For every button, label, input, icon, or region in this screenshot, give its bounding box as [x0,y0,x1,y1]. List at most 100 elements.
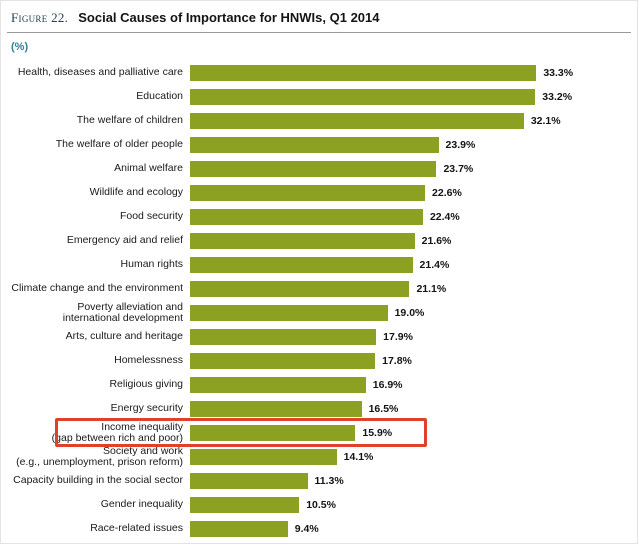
value-label: 32.1% [530,115,561,127]
bar [190,497,300,513]
chart-row: Homelessness 17.8% [11,349,637,373]
category-label: Human rights [120,258,183,271]
bar-area: 9.4% [190,521,637,537]
chart-row: Society and work (e.g., unemployment, pr… [11,445,637,469]
value-label: 21.4% [419,259,450,271]
category-label: Emergency aid and relief [66,234,183,247]
bar [190,209,423,225]
value-label: 23.7% [443,163,474,175]
value-label: 22.6% [432,187,462,199]
value-label: 14.1% [343,451,374,463]
bar-area: 23.7% [190,161,637,177]
bar-area: 21.4% [190,257,637,273]
category-label: Wildlife and ecology [89,186,183,199]
value-label: 17.9% [383,331,413,343]
category-label: Society and work (e.g., unemployment, pr… [16,444,183,468]
bar-area: 15.9% [190,425,637,441]
value-label: 16.9% [372,379,403,391]
chart-row: Capacity building in the social sector 1… [11,469,637,493]
chart-row: Climate change and the environment 21.1% [11,277,637,301]
category-label: The welfare of children [76,114,183,127]
bar-area: 23.9% [190,137,637,153]
bar-area: 33.2% [190,89,637,105]
chart-row: Religious giving 16.9% [11,373,637,397]
bar-area: 17.8% [190,353,637,369]
category-label: Homelessness [114,354,183,367]
bar [190,257,413,273]
value-label: 10.5% [306,499,336,511]
bar-area: 21.1% [190,281,637,297]
chart-row: Emergency aid and relief 21.6% [11,229,637,253]
bar-area: 14.1% [190,449,637,465]
chart-row: Arts, culture and heritage 17.9% [11,325,637,349]
chart-row: Health, diseases and palliative care 33.… [11,61,637,85]
header-divider [7,32,631,33]
bar-area: 17.9% [190,329,637,345]
chart-row: The welfare of children 32.1% [11,109,637,133]
bar [190,65,537,81]
bar-area: 16.5% [190,401,637,417]
bar [190,161,437,177]
chart-row: Race-related issues 9.4% [11,517,637,541]
chart-row: Income inequality (gap between rich and … [11,418,637,447]
category-label: Arts, culture and heritage [65,330,183,343]
value-label: 9.4% [294,523,319,535]
category-label: The welfare of older people [55,138,183,151]
value-label: 16.5% [368,403,399,415]
bar [190,449,337,465]
category-label: Climate change and the environment [11,282,183,295]
chart-row: Human rights 21.4% [11,253,637,277]
bar [190,89,536,105]
value-label: 17.8% [382,355,412,367]
bar [190,329,377,345]
category-label: Gender inequality [100,498,183,511]
bar-area: 22.6% [190,185,637,201]
value-label: 19.0% [394,307,425,319]
bar [190,353,376,369]
chart-row: Poverty alleviation and international de… [11,301,637,325]
value-label: 11.3% [314,475,344,487]
category-label: Education [136,90,183,103]
bar-area: 22.4% [190,209,637,225]
bar-area: 16.9% [190,377,637,393]
bar [190,233,415,249]
value-label: 33.2% [542,91,573,103]
bar [190,305,388,321]
category-label: Food security [119,210,183,223]
bar [190,137,439,153]
bar [190,185,426,201]
bar [190,401,362,417]
category-label: Religious giving [109,378,183,391]
bar [190,521,288,537]
bar [190,473,308,489]
bar-area: 21.6% [190,233,637,249]
value-label: 21.1% [416,283,447,295]
bar-area: 32.1% [190,113,637,129]
value-label: 22.4% [429,211,460,223]
chart-row: Energy security 16.5% [11,397,637,421]
unit-label: (%) [11,41,29,53]
figure-header: Figure 22. Social Causes of Importance f… [1,1,637,30]
bar [190,113,524,129]
category-label: Poverty alleviation and international de… [62,300,183,324]
category-label: Health, diseases and palliative care [17,66,183,79]
bar [190,425,356,441]
chart-row: Gender inequality 10.5% [11,493,637,517]
bar-area: 33.3% [190,65,637,81]
value-label: 15.9% [362,427,393,439]
figure-label: Figure 22. [11,10,69,25]
chart-row: Wildlife and ecology 22.6% [11,181,637,205]
chart-row: The welfare of older people 23.9% [11,133,637,157]
category-label: Animal welfare [114,162,183,175]
bar [190,377,366,393]
chart-row: Education 33.2% [11,85,637,109]
bar-area: 19.0% [190,305,637,321]
category-label: Capacity building in the social sector [13,474,183,487]
bar-area: 11.3% [190,473,637,489]
category-label: Income inequality (gap between rich and … [51,420,183,444]
figure-title: Social Causes of Importance for HNWIs, Q… [78,10,380,25]
value-label: 23.9% [445,139,476,151]
bar [190,281,410,297]
chart-rows: Health, diseases and palliative care 33.… [1,61,637,541]
